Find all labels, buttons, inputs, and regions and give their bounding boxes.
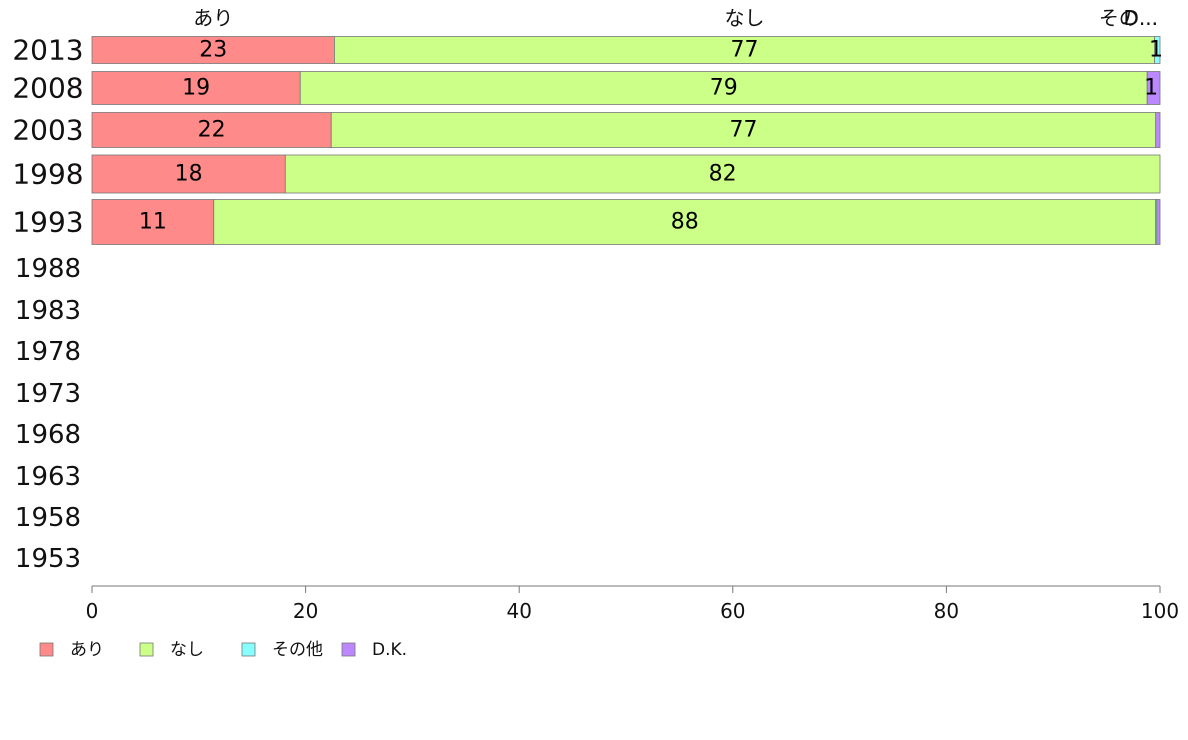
y-tick-label-1998: 1998 <box>12 158 83 191</box>
y-tick-label-1953: 1953 <box>15 544 81 574</box>
data-label-1993-0: 11 <box>139 210 167 235</box>
x-axis: 0 20 40 60 80 100 <box>86 585 1179 623</box>
data-label-2003-0: 22 <box>198 118 226 143</box>
data-label-1993-1: 88 <box>671 210 699 235</box>
y-tick-label-1958: 1958 <box>15 503 81 533</box>
data-label-2008-1: 79 <box>710 76 738 101</box>
legend-swatch-0 <box>39 642 54 657</box>
bar-segment-2013-1 <box>334 36 1156 64</box>
bar-segment-2003-1 <box>330 112 1157 148</box>
x-tick-label-80: 80 <box>934 599 959 623</box>
bar-segment-2013-0 <box>91 36 335 64</box>
y-tick-label-1983: 1983 <box>15 296 81 326</box>
bar-row-1998: 18 82 <box>91 154 1161 194</box>
data-label-2013-3: 1 <box>1149 38 1163 63</box>
bar-segment-2013-2 <box>1154 36 1161 64</box>
bar-row-2003: 22 77 <box>91 112 1161 148</box>
legend-label-0: あり <box>70 640 104 660</box>
data-label-2008-0: 19 <box>182 76 210 101</box>
bar-segment-2003-3 <box>1155 112 1161 148</box>
legend-swatch-1 <box>139 642 154 657</box>
y-tick-label-1963: 1963 <box>15 462 81 492</box>
y-tick-label-1973: 1973 <box>15 379 81 409</box>
legend-swatch-2 <box>241 642 256 657</box>
x-tick-label-60: 60 <box>720 599 745 623</box>
bar-segment-1993-0 <box>91 199 215 245</box>
data-label-2008-3: 1 <box>1144 76 1158 101</box>
data-label-1998-0: 18 <box>175 162 203 187</box>
bar-segment-1998-0 <box>91 154 286 194</box>
legend-label-3: D.K. <box>372 640 407 660</box>
x-tick-label-100: 100 <box>1141 599 1179 623</box>
top-series-labels: あり なし その...D... <box>193 6 1158 30</box>
y-tick-label-2013: 2013 <box>12 34 83 67</box>
data-label-1998-1: 82 <box>709 162 737 187</box>
bar-row-1993: 11 88 <box>91 199 1161 245</box>
x-tick-label-0: 0 <box>86 599 99 623</box>
y-tick-label-1968: 1968 <box>15 420 81 450</box>
top-series-label-1: なし <box>725 6 765 30</box>
legend-label-1: なし <box>170 640 204 660</box>
data-label-2003-1: 77 <box>729 118 757 143</box>
y-tick-label-1978: 1978 <box>15 337 81 367</box>
y-tick-label-2003: 2003 <box>12 114 83 147</box>
bar-segment-1993-1 <box>213 199 1157 245</box>
x-tick-label-40: 40 <box>506 599 531 623</box>
data-label-2013-1: 77 <box>731 38 759 63</box>
top-series-label-0: あり <box>193 6 233 30</box>
bar-segment-2003-0 <box>91 112 332 148</box>
legend: あり なし その他 D.K. <box>39 640 407 660</box>
y-tick-label-1988: 1988 <box>15 254 81 284</box>
y-tick-label-2008: 2008 <box>12 72 83 105</box>
top-series-label-2: その... <box>1099 6 1158 30</box>
bar-segment-1998-1 <box>284 154 1161 194</box>
bar-row-2013: 23 77 1 <box>91 36 1163 64</box>
bar-segment-1993-3 <box>1156 199 1161 245</box>
legend-swatch-3 <box>341 642 356 657</box>
bar-row-2008: 19 79 1 <box>91 71 1161 105</box>
y-tick-label-1993: 1993 <box>12 206 83 239</box>
legend-label-2: その他 <box>272 640 323 660</box>
data-label-2013-0: 23 <box>199 38 227 63</box>
bar-segment-2008-3 <box>1146 71 1161 105</box>
x-tick-label-20: 20 <box>293 599 318 623</box>
top-series-label-3: D... <box>1124 6 1158 30</box>
y-axis-labels: 2013 2008 2003 1998 1993 1988 1983 1978 1973 1968… <box>12 34 83 575</box>
